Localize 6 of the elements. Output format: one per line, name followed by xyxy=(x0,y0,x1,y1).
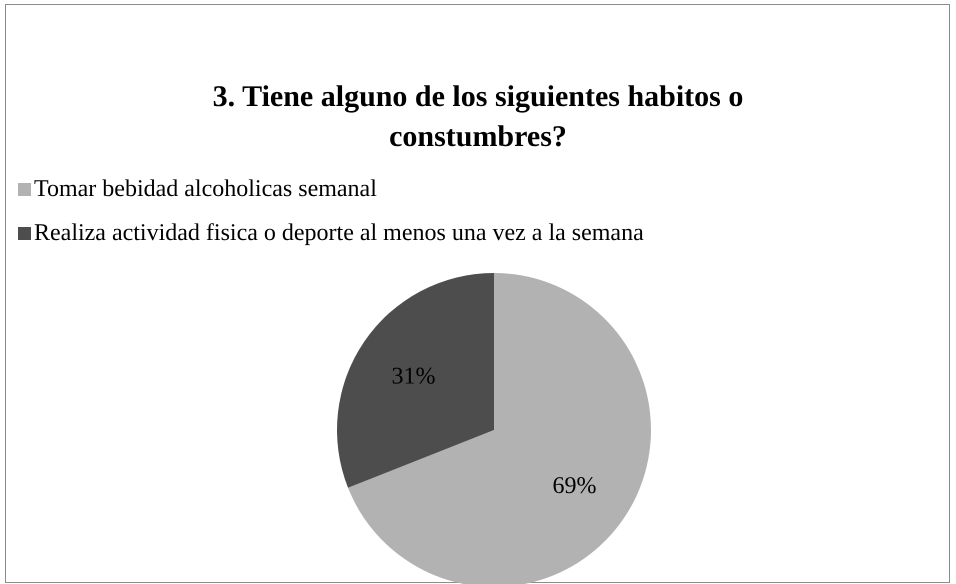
data-label: 31% xyxy=(391,364,436,390)
chart-title: 3. Tiene alguno de los siguientes habitos o constumbres? xyxy=(212,80,744,153)
legend-label: Tomar bebidad alcoholicas semanal xyxy=(34,176,378,202)
pie-slice xyxy=(337,273,494,488)
legend-label: Realiza actividad fisica o deporte al menos una vez a la semana xyxy=(34,220,644,246)
data-label: 69% xyxy=(552,473,597,500)
